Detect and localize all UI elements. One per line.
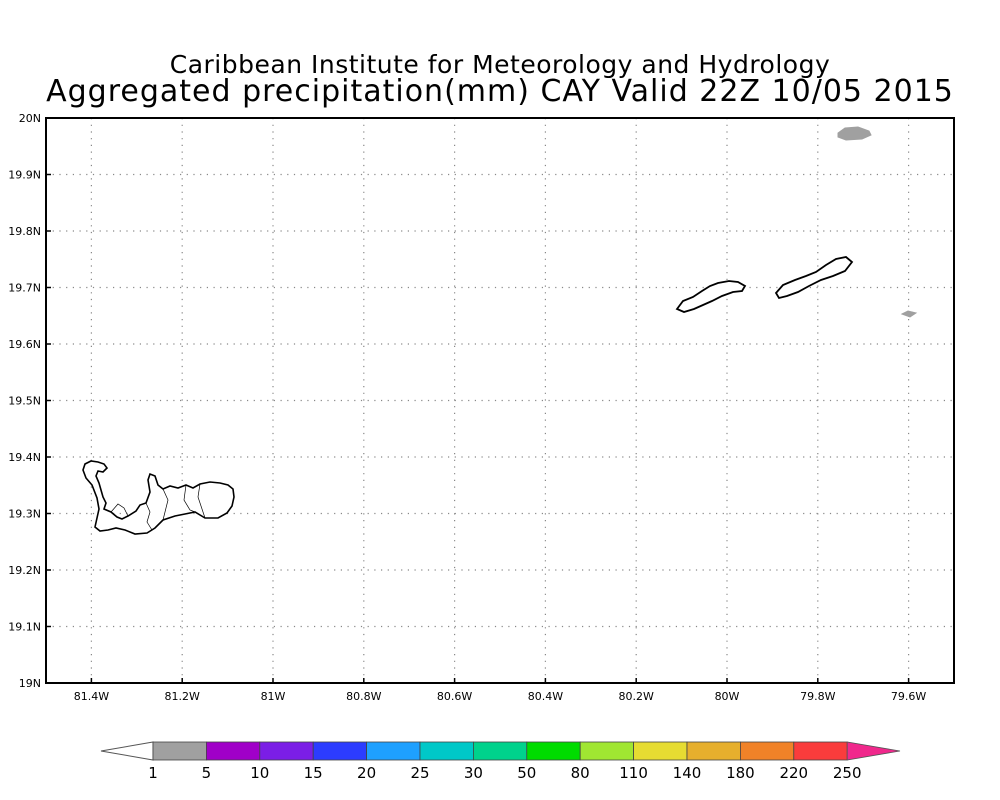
colorbar-box [472,741,528,761]
colorbar-low-arrow [100,741,154,761]
lon-tick-label: 79.8W [800,690,835,703]
colorbar-label: 5 [202,764,212,782]
lon-tick-label: 80.6W [437,690,472,703]
colorbar-box [152,741,207,761]
lon-tick-label: 81.4W [74,690,109,703]
lat-tick-label: 19.5N [8,395,41,408]
lat-tick-label: 19.9N [8,169,41,182]
latitude-labels: 20N 19.9N 19.8N 19.7N 19.6N 19.5N 19.4N 19.3N 19… [8,112,51,690]
colorbar-box [740,741,795,761]
precip-area-2 [900,310,918,318]
colorbar-box [259,741,314,761]
lon-tick-label: 80W [715,690,740,703]
lat-tick-label: 20N [19,112,41,125]
chart-title-line2: Aggregated precipitation(mm) CAY Valid 2… [46,74,954,109]
colorbar-label: 220 [779,764,808,782]
colorbar-box [366,741,421,761]
precip-area-1 [837,126,872,141]
lat-tick-label: 19.7N [8,282,41,295]
colorbar-high-arrow [846,741,901,761]
lon-tick-label: 80.4W [528,690,563,703]
colorbar-box [793,741,848,761]
colorbar-label: 1 [148,764,158,782]
colorbar-box [419,741,474,761]
district-boundary-3 [183,484,196,513]
colorbar-label: 20 [357,764,376,782]
colorbar-box [205,741,261,761]
grand-cayman-island [82,460,235,535]
map-gridlines [46,118,954,683]
colorbar: 1 5 10 15 20 25 30 50 80 110 140 180 220 250 [100,741,901,782]
colorbar-label: 10 [250,764,269,782]
colorbar-label: 30 [464,764,483,782]
lat-tick-label: 19N [19,677,41,690]
colorbar-box [686,741,741,761]
lat-tick-label: 19.4N [8,451,41,464]
colorbar-label: 15 [304,764,323,782]
lat-tick-label: 19.3N [8,508,41,521]
district-boundary-5 [197,483,206,519]
lon-tick-label: 81W [261,690,286,703]
map-features [82,126,918,535]
lat-tick-label: 19.8N [8,225,41,238]
lat-tick-label: 19.2N [8,564,41,577]
colorbar-box [312,741,368,761]
colorbar-label: 110 [619,764,648,782]
lon-tick-label: 80.2W [619,690,654,703]
cayman-brac-island [774,256,854,300]
colorbar-box [633,741,688,761]
colorbar-label: 25 [410,764,429,782]
district-boundary-2 [162,488,169,521]
lon-tick-label: 81.2W [165,690,200,703]
little-cayman-island [675,280,747,313]
district-boundary-4 [110,503,129,517]
longitude-labels: 81.4W 81.2W 81W 80.8W 80.6W 80.4W 80.2W 80W 79.8… [74,678,926,703]
colorbar-label: 250 [833,764,862,782]
colorbar-box [579,741,635,761]
chart-title-line1: Caribbean Institute for Meteorology and … [169,50,831,79]
district-boundary-1 [145,502,153,531]
lat-tick-label: 19.1N [8,621,41,634]
colorbar-label: 180 [726,764,755,782]
colorbar-box [526,741,581,761]
lon-tick-label: 79.6W [891,690,926,703]
colorbar-label: 50 [517,764,536,782]
colorbar-label: 80 [571,764,590,782]
lat-tick-label: 19.6N [8,338,41,351]
lon-tick-label: 80.8W [346,690,381,703]
colorbar-label: 140 [673,764,702,782]
